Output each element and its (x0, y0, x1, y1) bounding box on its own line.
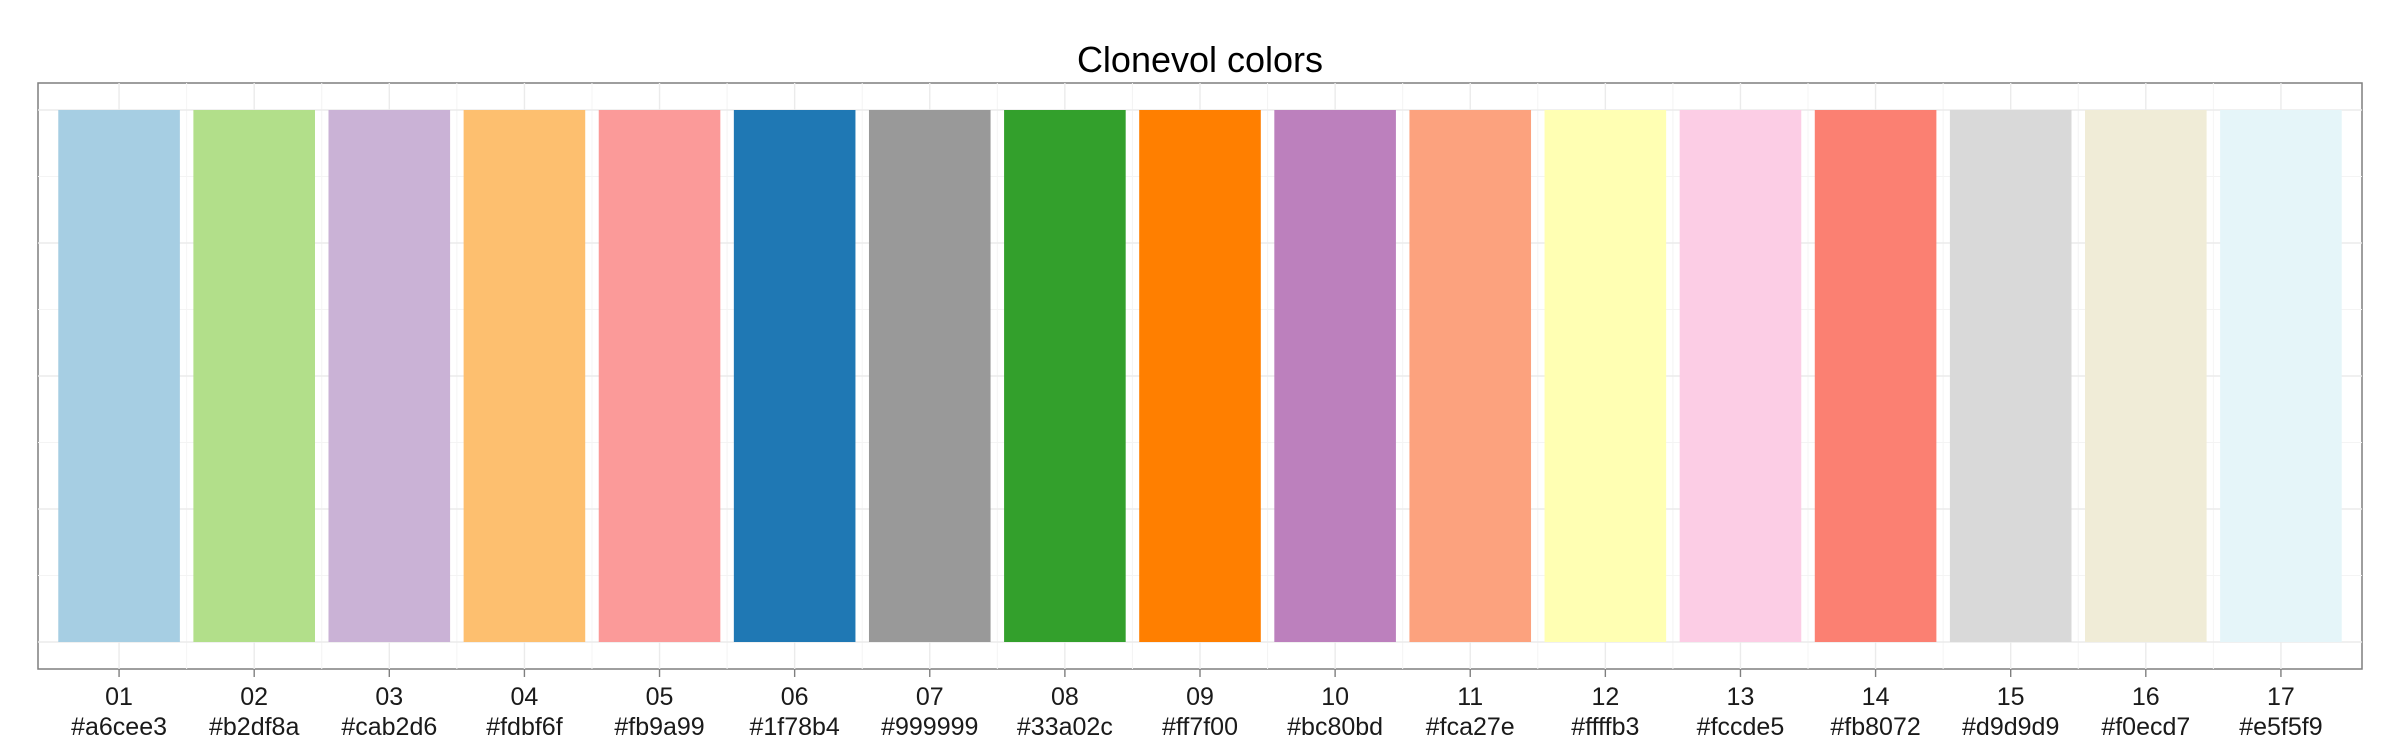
x-tick-label-hex: #bc80bd (1287, 713, 1383, 741)
x-tick-label-hex: #a6cee3 (71, 713, 167, 741)
x-tick-label-number: 11 (1457, 683, 1483, 711)
x-tick-label-hex: #999999 (881, 713, 978, 741)
x-tick-label-hex: #1f78b4 (749, 713, 839, 741)
bar-13 (1679, 110, 1802, 642)
chart-title: Clonevol colors (1076, 39, 1324, 80)
x-axis-labels: 01#a6cee302#b2df8a03#cab2d604#fdbf6f05#f… (71, 683, 2323, 741)
x-tick-label-hex: #ff7f00 (1162, 713, 1238, 741)
x-axis-ticks (118, 669, 2282, 677)
x-tick-label-number: 07 (916, 683, 944, 711)
x-tick-label-number: 17 (2267, 683, 2295, 711)
x-tick-label-hex: #33a02c (1017, 713, 1113, 741)
x-tick-label-number: 10 (1321, 683, 1349, 711)
x-tick-label-number: 09 (1186, 683, 1214, 711)
x-tick-label-hex: #ffffb3 (1571, 713, 1639, 741)
x-tick-label-number: 03 (375, 683, 403, 711)
bar-series (58, 110, 2342, 642)
x-tick-label-hex: #d9d9d9 (1962, 713, 2059, 741)
x-tick-label-number: 14 (1862, 683, 1890, 711)
x-tick-label-hex: #fca27e (1426, 713, 1515, 741)
x-tick-label-hex: #cab2d6 (341, 713, 437, 741)
bar-02 (193, 110, 315, 642)
bar-16 (2085, 110, 2207, 642)
bar-12 (1544, 110, 1667, 642)
bar-06 (733, 110, 856, 642)
x-tick-label-hex: #fdbf6f (486, 713, 563, 741)
bar-05 (598, 110, 721, 642)
x-tick-label-number: 15 (1997, 683, 2025, 711)
x-tick-label-hex: #e5f5f9 (2239, 713, 2322, 741)
x-tick-label-hex: #fb9a99 (614, 713, 704, 741)
bar-14 (1814, 110, 1937, 642)
x-tick-label-number: 02 (240, 683, 268, 711)
x-tick-label-hex: #fccde5 (1697, 713, 1785, 741)
x-tick-label-hex: #f0ecd7 (2101, 713, 2190, 741)
bar-08 (1004, 110, 1126, 642)
x-tick-label-number: 13 (1727, 683, 1755, 711)
bar-03 (328, 110, 451, 642)
x-tick-label-hex: #fb8072 (1830, 713, 1920, 741)
x-tick-label-hex: #b2df8a (209, 713, 299, 741)
bar-15 (1949, 110, 2072, 642)
x-tick-label-number: 01 (105, 683, 133, 711)
x-tick-label-number: 16 (2132, 683, 2160, 711)
x-tick-label-number: 04 (511, 683, 539, 711)
bar-11 (1409, 110, 1532, 642)
bar-09 (1139, 110, 1261, 642)
bar-17 (2220, 110, 2342, 642)
x-tick-label-number: 12 (1591, 683, 1619, 711)
bar-01 (58, 110, 180, 642)
bar-10 (1274, 110, 1396, 642)
bar-04 (463, 110, 586, 642)
x-tick-label-number: 08 (1051, 683, 1079, 711)
x-tick-label-number: 05 (646, 683, 674, 711)
bar-07 (868, 110, 991, 642)
x-tick-label-number: 06 (781, 683, 809, 711)
